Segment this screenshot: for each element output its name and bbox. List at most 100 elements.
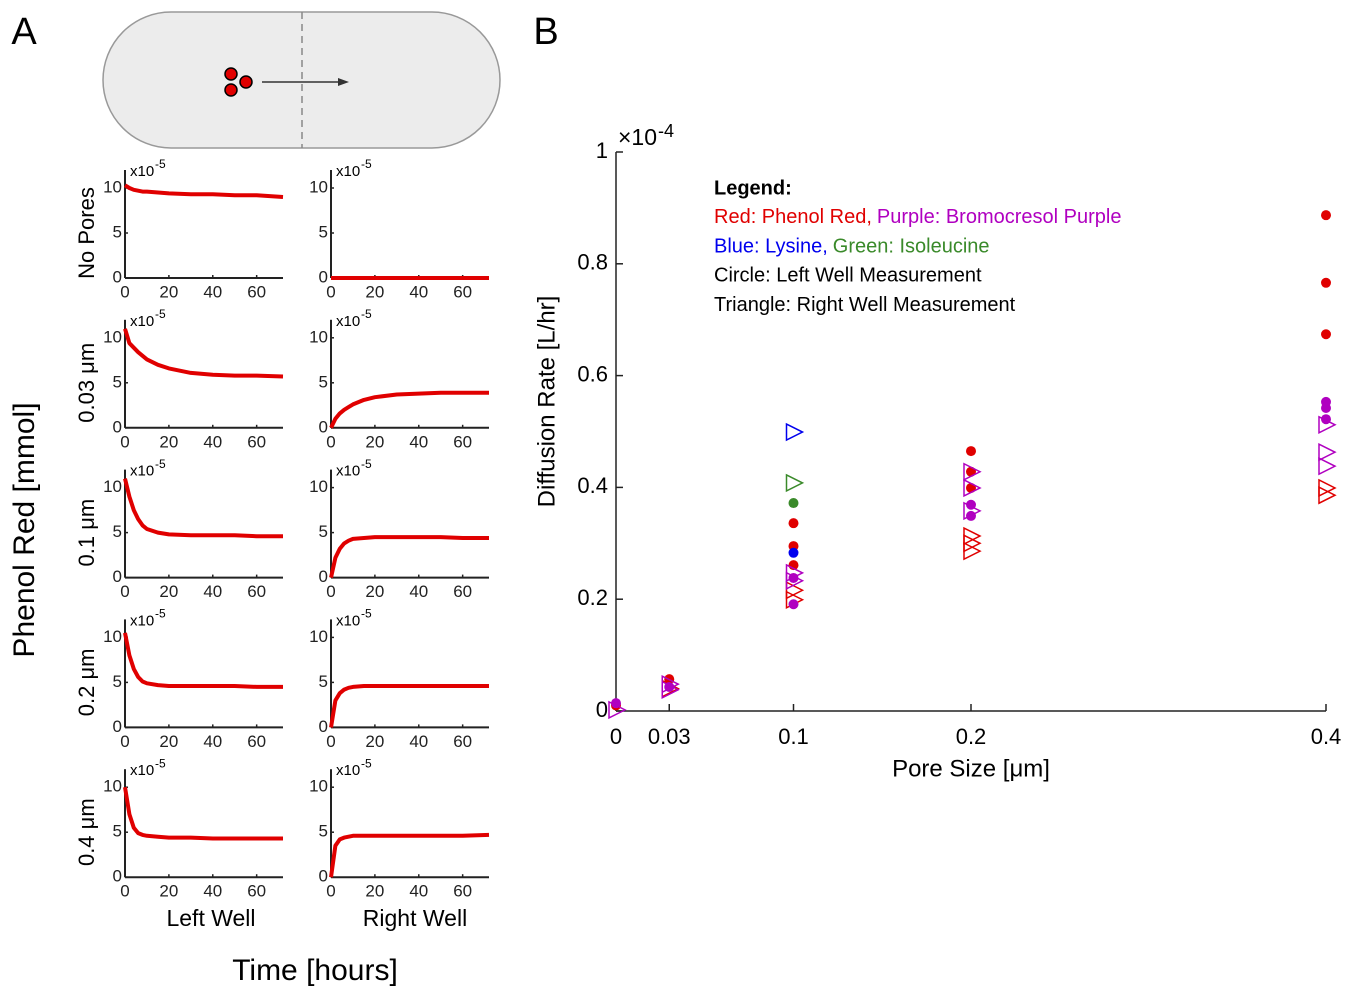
- axis-exponent: -5: [155, 307, 166, 321]
- axis-exponent: ×10: [618, 124, 657, 150]
- x-tick-label: 20: [365, 582, 384, 601]
- point: [963, 478, 982, 498]
- x-tick-label: 60: [247, 732, 266, 751]
- data-line: [329, 684, 489, 728]
- x-tick-label: 0: [120, 732, 129, 751]
- x-tick-label: 0.4: [1311, 724, 1342, 749]
- row-label: 0.1 μm: [74, 499, 99, 567]
- legend-text: Circle: Left Well Measurement: [714, 265, 982, 287]
- column-label: Right Well: [363, 905, 467, 931]
- data-line: [123, 478, 283, 539]
- y-tick-label: 5: [113, 522, 122, 541]
- legend-text: Red: Phenol Red,: [714, 206, 872, 228]
- point: [785, 571, 805, 590]
- legend-text: Green: Isoleucine: [833, 236, 990, 258]
- legend-entry: Circle: Left Well Measurement: [714, 265, 982, 287]
- y-tick-label: 0: [113, 717, 122, 736]
- point: [1321, 210, 1331, 221]
- axis-exponent: x10: [336, 612, 360, 629]
- y-tick-label: 10: [309, 627, 328, 646]
- row-label: 0.03 μm: [74, 343, 99, 423]
- y-tick-label: 0: [596, 697, 608, 722]
- x-tick-label: 40: [203, 732, 222, 751]
- x-tick-label: 60: [453, 432, 472, 451]
- y-tick-label: 5: [319, 672, 328, 691]
- row-label: 0.2 μm: [74, 649, 99, 717]
- x-tick-label: 20: [159, 282, 178, 301]
- y-tick-label: 0: [319, 867, 328, 886]
- y-tick-label: 0.8: [577, 250, 608, 275]
- point: [661, 674, 680, 694]
- axis-exponent: -5: [361, 756, 372, 770]
- point: [1318, 486, 1337, 505]
- point: [788, 518, 799, 529]
- row-label: 0.4 μm: [74, 798, 99, 866]
- x-tick-label: 0: [326, 282, 335, 301]
- axis-exponent: -5: [155, 756, 166, 770]
- x-tick-label: 20: [365, 282, 384, 301]
- point: [785, 581, 805, 600]
- y-tick-label: 10: [103, 777, 122, 796]
- y-axis-label: Phenol Red [mmol]: [8, 402, 41, 657]
- x-tick-label: 40: [203, 882, 222, 901]
- point: [1318, 456, 1337, 476]
- point: [1318, 442, 1337, 462]
- x-tick-label: 60: [453, 582, 472, 601]
- y-tick-label: 10: [309, 777, 328, 796]
- axis-exponent: x10: [130, 313, 154, 330]
- point: [788, 547, 799, 558]
- x-tick-label: 0.1: [778, 724, 809, 749]
- panel-label: B: [533, 11, 558, 53]
- molecule: [239, 75, 253, 89]
- axis-exponent: -4: [658, 121, 674, 141]
- y-tick-label: 5: [319, 222, 328, 241]
- point: [1321, 329, 1331, 340]
- arrow-head: [338, 78, 349, 86]
- y-tick-label: 0: [113, 867, 122, 886]
- x-tick-label: 40: [409, 882, 428, 901]
- data-line: [329, 832, 490, 878]
- x-tick-label: 40: [409, 282, 428, 301]
- y-tick-label: 0: [113, 417, 122, 436]
- axis-exponent: x10: [336, 762, 360, 779]
- x-tick-label: 0: [326, 432, 335, 451]
- x-tick-label: 60: [453, 732, 472, 751]
- axis-exponent: x10: [130, 463, 154, 480]
- y-tick-label: 0.4: [577, 473, 608, 498]
- x-tick-label: 60: [453, 882, 472, 901]
- point: [785, 473, 805, 493]
- diagram: [102, 11, 501, 149]
- x-tick-label: 0: [326, 882, 335, 901]
- x-tick-label: 60: [453, 282, 472, 301]
- y-tick-label: 5: [113, 822, 122, 841]
- axis-exponent: -5: [361, 307, 372, 321]
- y-tick-label: 1: [596, 138, 608, 163]
- y-tick-label: 0: [319, 717, 328, 736]
- point: [788, 599, 799, 610]
- x-tick-label: 0: [120, 882, 129, 901]
- axis-exponent: x10: [130, 612, 154, 629]
- y-tick-label: 5: [113, 222, 122, 241]
- axis-exponent: -5: [155, 607, 166, 621]
- y-tick-label: 10: [309, 477, 328, 496]
- y-tick-label: 10: [309, 177, 328, 196]
- x-axis-label: Pore Size [μm]: [892, 755, 1050, 782]
- legend-text: Triangle: Right Well Measurement: [714, 294, 1016, 316]
- axis-exponent: -5: [361, 607, 372, 621]
- point: [1321, 277, 1331, 288]
- x-tick-label: 20: [159, 882, 178, 901]
- x-tick-label: 20: [159, 582, 178, 601]
- data-line: [123, 786, 283, 841]
- x-axis-label: Time [hours]: [232, 954, 398, 987]
- axis-exponent: -5: [361, 157, 372, 171]
- x-tick-label: 20: [159, 732, 178, 751]
- legend-entry: Triangle: Right Well Measurement: [714, 294, 1016, 316]
- x-tick-label: 0: [120, 582, 129, 601]
- point: [963, 501, 982, 521]
- y-axis-label: Diffusion Rate [L/hr]: [533, 296, 560, 508]
- y-tick-label: 5: [319, 522, 328, 541]
- x-tick-label: 40: [409, 732, 428, 751]
- point: [966, 446, 976, 457]
- legend-entry: Red: Phenol Red, Purple: Bromocresol Purp…: [714, 206, 1121, 228]
- x-tick-label: 60: [247, 282, 266, 301]
